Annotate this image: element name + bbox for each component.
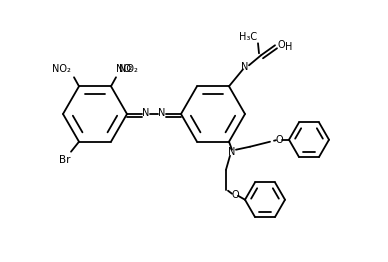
Text: H₃C: H₃C <box>239 32 257 42</box>
Text: O: O <box>277 40 285 50</box>
Text: NO₂: NO₂ <box>52 64 71 74</box>
Text: H: H <box>285 42 293 52</box>
Text: O: O <box>231 190 239 200</box>
Text: ₂: ₂ <box>129 63 132 72</box>
Text: N: N <box>241 62 249 72</box>
Text: N: N <box>142 108 150 118</box>
Text: NO₂: NO₂ <box>119 64 138 74</box>
Text: NO: NO <box>116 64 131 74</box>
Text: N: N <box>158 108 166 118</box>
Text: N: N <box>228 147 236 157</box>
Text: O: O <box>275 135 283 145</box>
Text: Br: Br <box>59 155 71 165</box>
